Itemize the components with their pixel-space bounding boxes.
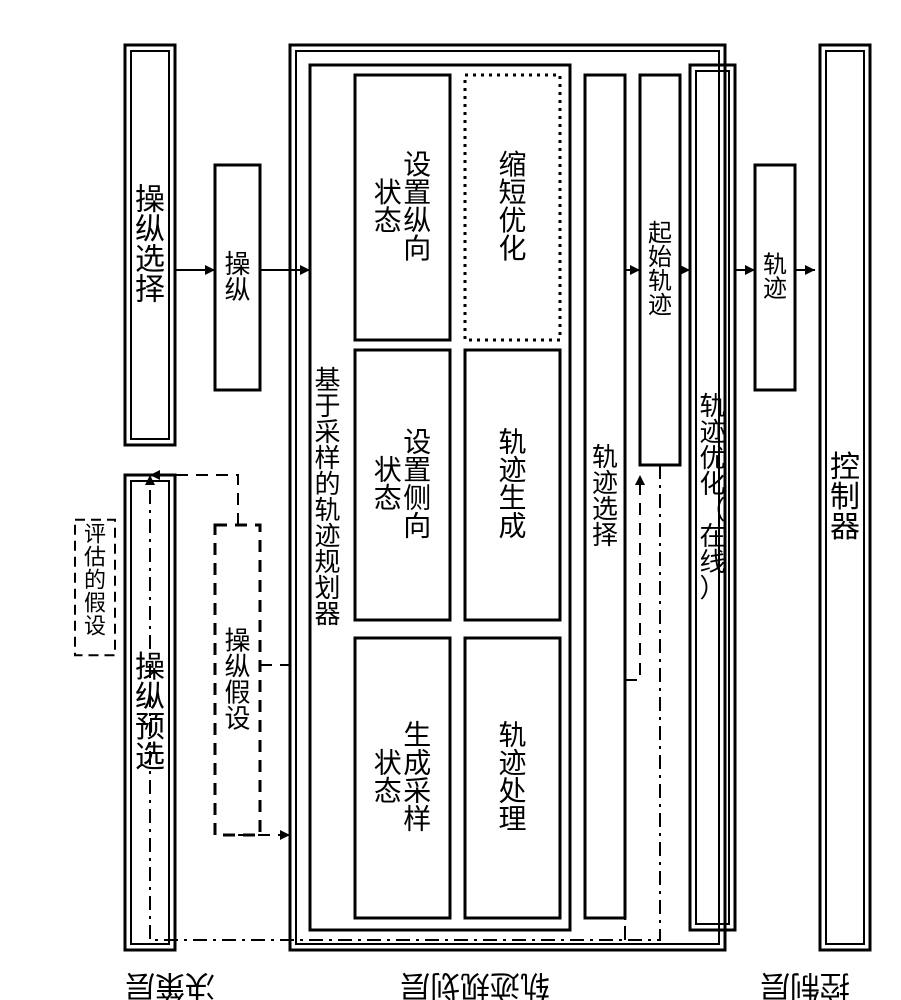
box-label-set-lon: 纵 xyxy=(403,206,431,237)
box-sampler-title: 基于采样的轨迹规划器 xyxy=(314,366,340,629)
box-label-sampler-title: 规 xyxy=(314,548,340,577)
box-label-traj-proc: 迹 xyxy=(498,748,526,780)
box-label-init-traj: 迹 xyxy=(648,292,672,319)
box-label-traj-gen: 迹 xyxy=(498,455,526,487)
box-label-maneuver: 纵 xyxy=(224,276,250,305)
conn-label-eval: 的 xyxy=(84,568,106,593)
box-label-select: 选 xyxy=(135,244,165,277)
box-label-select: 操 xyxy=(135,184,165,217)
box-label-set-lat: 状 xyxy=(374,455,402,487)
ll-decision: 决策层 xyxy=(125,969,215,1000)
box-label-traj-opt: 在 xyxy=(699,522,725,551)
box-label-gen-sample: 生 xyxy=(403,720,431,752)
box-label-set-lat: 态 xyxy=(374,483,402,515)
box-label-init-traj: 起 xyxy=(648,220,672,247)
box-label-sampler-title: 基 xyxy=(314,366,340,395)
box-label-set-lat: 向 xyxy=(403,511,431,543)
box-label-sampler-title: 样 xyxy=(314,444,340,473)
box-label-traj-opt: 轨 xyxy=(699,392,725,421)
box-label-hyp: 设 xyxy=(224,705,250,734)
diagram-canvas: 操纵预选操纵选择操纵假设操纵基于采样的轨迹规划器生成采样状态设置侧向状态设置纵向… xyxy=(0,0,901,1000)
box-label-sampler-title: 迹 xyxy=(314,522,340,551)
box-label-traj-proc: 理 xyxy=(498,805,526,836)
box-label-traj-out: 轨 xyxy=(763,252,787,279)
box-label-hyp: 纵 xyxy=(224,653,250,682)
box-label-set-lon: 态 xyxy=(374,205,402,237)
box-label-traj-sel: 轨 xyxy=(592,443,618,472)
box-label-set-lon: 向 xyxy=(403,233,431,265)
box-label-traj-opt: 化 xyxy=(699,470,725,499)
box-label-traj-opt: ） xyxy=(699,574,725,603)
box-label-hyp: 操 xyxy=(224,627,250,656)
box-label-traj-proc: 轨 xyxy=(498,720,526,752)
box-label-shorten: 优 xyxy=(498,205,526,237)
svg-text:决策层: 决策层 xyxy=(125,969,215,1000)
box-label-select: 择 xyxy=(135,274,165,307)
box-label-sampler-title: 划 xyxy=(314,574,340,603)
box-label-set-lat: 置 xyxy=(403,456,431,487)
box-label-hyp: 假 xyxy=(224,679,250,708)
box-label-traj-opt: 迹 xyxy=(699,418,725,447)
ll-traj: 轨迹规划层 xyxy=(400,969,550,1000)
ll-ctrl: 控制层 xyxy=(760,969,850,1000)
box-label-init-traj: 始 xyxy=(648,244,672,271)
box-label-controller: 器 xyxy=(830,511,860,544)
box-label-sampler-title: 的 xyxy=(314,470,340,499)
conn-label-eval: 估 xyxy=(84,544,106,569)
box-label-select: 纵 xyxy=(135,214,165,247)
box-label-traj-gen: 轨 xyxy=(498,427,526,459)
box-label-gen-sample: 采 xyxy=(403,777,431,808)
conn-label-eval: 设 xyxy=(84,614,106,639)
box-label-traj-sel: 择 xyxy=(592,521,618,550)
conn-label-eval: 假 xyxy=(84,591,106,616)
box-label-controller: 制 xyxy=(830,481,860,514)
box-label-init-traj: 轨 xyxy=(648,268,672,295)
box-label-traj-sel: 迹 xyxy=(592,469,618,498)
box-label-sampler-title: 器 xyxy=(314,600,340,629)
box-label-traj-opt: 优 xyxy=(699,444,725,473)
box-label-sampler-title: 轨 xyxy=(314,496,340,525)
box-label-set-lon: 状 xyxy=(374,177,402,209)
svg-text:轨迹规划层: 轨迹规划层 xyxy=(400,969,550,1000)
box-label-traj-opt: （ xyxy=(699,496,725,525)
box-label-traj-proc: 处 xyxy=(498,776,526,808)
box-label-set-lat: 设 xyxy=(403,428,431,459)
box-label-set-lon: 置 xyxy=(403,178,431,209)
conn-label-eval: 评 xyxy=(84,521,106,546)
box-label-traj-gen: 生 xyxy=(498,483,526,515)
box-label-shorten: 缩 xyxy=(498,149,526,181)
box-label-gen-sample: 态 xyxy=(374,776,402,808)
box-label-traj-opt: 线 xyxy=(699,548,725,577)
box-label-maneuver: 操 xyxy=(224,250,250,279)
box-label-gen-sample: 成 xyxy=(403,748,431,780)
box-label-gen-sample: 样 xyxy=(403,804,431,836)
box-label-traj-gen: 成 xyxy=(498,511,526,543)
box-label-sampler-title: 采 xyxy=(314,418,340,447)
box-label-shorten: 短 xyxy=(498,177,526,209)
box-label-controller: 控 xyxy=(830,451,860,484)
box-label-set-lon: 设 xyxy=(403,150,431,181)
box-label-shorten: 化 xyxy=(498,233,526,265)
svg-text:控制层: 控制层 xyxy=(760,969,850,1000)
box-label-gen-sample: 状 xyxy=(374,748,402,780)
box-label-sampler-title: 于 xyxy=(314,392,340,421)
box-label-traj-out: 迹 xyxy=(763,276,787,303)
box-label-set-lat: 侧 xyxy=(403,483,431,515)
box-label-traj-sel: 选 xyxy=(592,495,618,524)
